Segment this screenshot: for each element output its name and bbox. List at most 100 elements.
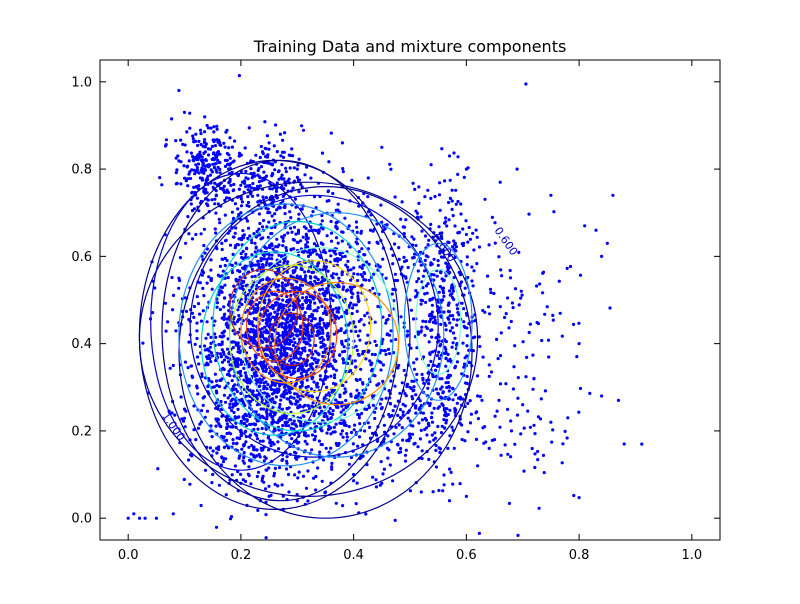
- data-point: [217, 404, 221, 408]
- data-point: [198, 176, 202, 180]
- data-point: [461, 242, 465, 246]
- data-point: [310, 448, 314, 452]
- data-point: [210, 144, 215, 148]
- x-tick-label: 0.4: [343, 548, 364, 563]
- data-point: [442, 418, 446, 422]
- data-point: [277, 334, 281, 338]
- data-point: [250, 443, 254, 448]
- data-point: [302, 278, 306, 282]
- data-point: [608, 306, 612, 310]
- data-point: [291, 343, 295, 348]
- data-point: [207, 377, 211, 381]
- data-point: [397, 246, 401, 250]
- data-point: [258, 301, 262, 305]
- data-point: [168, 366, 172, 370]
- data-point: [299, 356, 303, 360]
- data-point: [203, 468, 208, 472]
- data-point: [253, 250, 257, 254]
- data-point: [272, 474, 276, 478]
- data-point: [254, 378, 258, 382]
- data-point: [294, 205, 298, 209]
- data-point: [389, 339, 393, 343]
- data-point: [225, 128, 229, 132]
- data-point: [508, 276, 513, 280]
- data-point: [437, 356, 442, 361]
- data-point: [412, 361, 416, 365]
- data-point: [430, 310, 434, 314]
- data-point: [357, 204, 361, 208]
- data-point: [206, 332, 210, 336]
- data-point: [207, 153, 211, 157]
- data-point: [241, 266, 245, 270]
- data-point: [439, 342, 443, 347]
- data-point: [366, 176, 370, 180]
- data-point: [205, 123, 209, 128]
- data-point: [446, 352, 450, 356]
- data-point: [320, 151, 325, 155]
- data-point: [250, 194, 255, 198]
- data-point: [210, 481, 214, 485]
- data-point: [302, 422, 306, 426]
- data-point: [420, 456, 424, 461]
- data-point: [244, 185, 248, 189]
- data-point: [331, 342, 335, 346]
- data-point: [213, 197, 217, 201]
- data-point: [309, 387, 313, 391]
- data-point: [541, 453, 546, 457]
- data-point: [275, 366, 279, 370]
- data-point: [195, 336, 199, 341]
- data-point: [216, 140, 220, 144]
- data-point: [560, 334, 564, 338]
- data-point: [284, 388, 288, 392]
- data-point: [522, 469, 526, 473]
- data-point: [183, 143, 187, 147]
- data-point: [257, 384, 261, 389]
- data-point: [289, 373, 293, 377]
- data-point: [215, 301, 219, 305]
- data-point: [217, 483, 221, 487]
- contour-ring: [274, 281, 400, 406]
- data-point: [545, 305, 549, 309]
- data-point: [329, 374, 333, 378]
- data-point: [285, 455, 289, 459]
- data-point: [234, 261, 238, 265]
- data-point: [296, 231, 300, 235]
- data-point: [248, 301, 252, 305]
- data-point: [236, 308, 240, 312]
- data-point: [233, 464, 237, 468]
- data-point: [224, 493, 228, 497]
- data-point: [194, 139, 198, 143]
- data-point: [448, 467, 452, 471]
- data-point: [352, 303, 356, 307]
- data-point: [361, 454, 365, 458]
- data-point: [203, 251, 207, 255]
- data-point: [297, 346, 301, 350]
- data-point: [345, 435, 349, 439]
- data-point: [259, 339, 263, 343]
- data-point: [429, 222, 433, 226]
- data-point: [222, 393, 226, 397]
- data-point: [248, 312, 252, 316]
- data-point: [408, 385, 412, 389]
- data-point: [312, 476, 316, 480]
- data-point: [246, 195, 250, 199]
- data-point: [497, 255, 501, 259]
- data-point: [270, 214, 274, 218]
- data-point: [363, 407, 367, 411]
- data-point: [252, 171, 256, 175]
- data-point: [280, 173, 284, 177]
- data-point: [259, 407, 263, 411]
- data-point: [248, 356, 252, 360]
- data-point: [583, 224, 587, 228]
- data-point: [225, 258, 229, 263]
- data-point: [260, 401, 264, 405]
- data-point: [381, 472, 385, 476]
- data-point: [430, 416, 434, 420]
- data-point: [298, 286, 302, 290]
- data-point: [256, 470, 261, 474]
- data-point: [177, 159, 181, 163]
- data-point: [321, 458, 326, 462]
- data-point: [511, 306, 515, 310]
- data-point: [324, 251, 328, 255]
- data-point: [311, 401, 315, 405]
